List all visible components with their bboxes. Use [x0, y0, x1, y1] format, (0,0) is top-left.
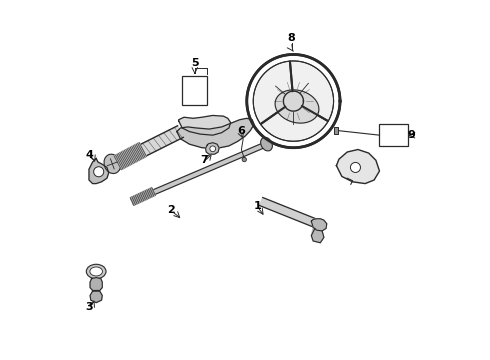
Polygon shape	[311, 219, 327, 231]
Text: 8: 8	[288, 33, 295, 43]
Circle shape	[242, 157, 246, 162]
Polygon shape	[205, 143, 219, 154]
Polygon shape	[260, 198, 317, 227]
Text: 9: 9	[408, 130, 416, 140]
Polygon shape	[177, 118, 254, 148]
Text: 1: 1	[254, 201, 262, 211]
Bar	[334, 127, 338, 134]
Circle shape	[350, 162, 361, 172]
Ellipse shape	[104, 154, 121, 174]
Polygon shape	[247, 54, 340, 148]
Polygon shape	[90, 291, 102, 303]
Polygon shape	[114, 143, 147, 170]
Polygon shape	[130, 188, 155, 206]
Polygon shape	[90, 278, 102, 291]
Ellipse shape	[261, 138, 272, 151]
Polygon shape	[113, 126, 183, 170]
Polygon shape	[283, 91, 303, 111]
Polygon shape	[253, 61, 334, 141]
Text: 6: 6	[238, 126, 245, 135]
Bar	[379, 125, 408, 146]
Polygon shape	[337, 149, 379, 184]
Polygon shape	[89, 158, 109, 184]
Ellipse shape	[90, 267, 102, 276]
Ellipse shape	[86, 264, 106, 279]
Polygon shape	[131, 142, 268, 204]
Bar	[182, 76, 207, 105]
Text: 4: 4	[85, 150, 93, 160]
Circle shape	[94, 167, 104, 177]
Polygon shape	[311, 228, 324, 243]
Text: 3: 3	[85, 302, 93, 312]
Text: 5: 5	[191, 58, 198, 68]
Polygon shape	[179, 116, 231, 135]
Circle shape	[210, 146, 216, 152]
Text: 7: 7	[200, 155, 208, 165]
Polygon shape	[275, 90, 319, 123]
Text: 2: 2	[168, 206, 175, 216]
